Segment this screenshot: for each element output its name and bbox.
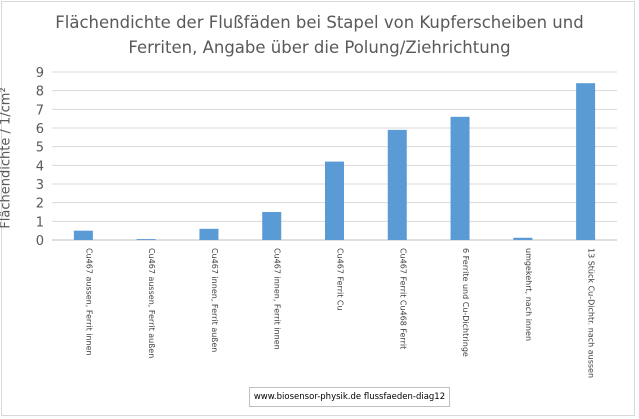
x-tick-label: umgekehrt, nach innen — [524, 248, 533, 341]
y-tick-label: 7 — [36, 103, 44, 118]
bar — [576, 83, 596, 240]
y-tick-label: 8 — [36, 85, 44, 100]
bar — [199, 228, 219, 240]
bar — [262, 212, 282, 240]
y-tick-label: 9 — [36, 66, 44, 81]
y-tick-label: 1 — [36, 215, 44, 230]
x-tick-label: Cu467 innen, Ferrit außen — [210, 248, 219, 352]
y-tick-label: 4 — [36, 159, 44, 174]
y-tick-label: 0 — [36, 234, 44, 249]
y-tick-label: 2 — [36, 197, 44, 212]
source-watermark: www.biosensor-physik.de flussfaeden-diag… — [249, 387, 450, 407]
bar — [513, 237, 533, 240]
chart-title: Flächendichte der Flußfäden bei Stapel v… — [0, 10, 639, 60]
x-tick-label: Cu467 aussen, Ferrit innen — [84, 248, 93, 356]
bar — [73, 230, 93, 240]
bar — [136, 239, 156, 240]
bar — [450, 116, 470, 240]
x-tick-label: 13 Stück Cu-Dichtr. nach aussen — [587, 248, 596, 378]
x-tick-label: 6 Ferrite und Cu-Dichtringe — [461, 248, 470, 357]
x-tick-label: Cu467 aussen, Ferrit außen — [147, 248, 156, 358]
chart-title-line-1: Flächendichte der Flußfäden bei Stapel v… — [55, 13, 584, 32]
bar — [387, 129, 407, 240]
x-tick-label: Cu467 innen, Ferrit innen — [273, 248, 282, 350]
y-tick-label: 3 — [36, 178, 44, 193]
y-tick-label: 5 — [36, 141, 44, 156]
x-tick-label: Cu467 Ferrit Cu — [336, 248, 345, 311]
x-tick-label: Cu467 Ferrit Cu468 Ferrit — [398, 248, 407, 349]
y-tick-label: 6 — [36, 122, 44, 137]
chart-title-line-2: Ferriten, Angabe über die Polung/Ziehric… — [128, 38, 511, 57]
bar — [325, 161, 344, 240]
